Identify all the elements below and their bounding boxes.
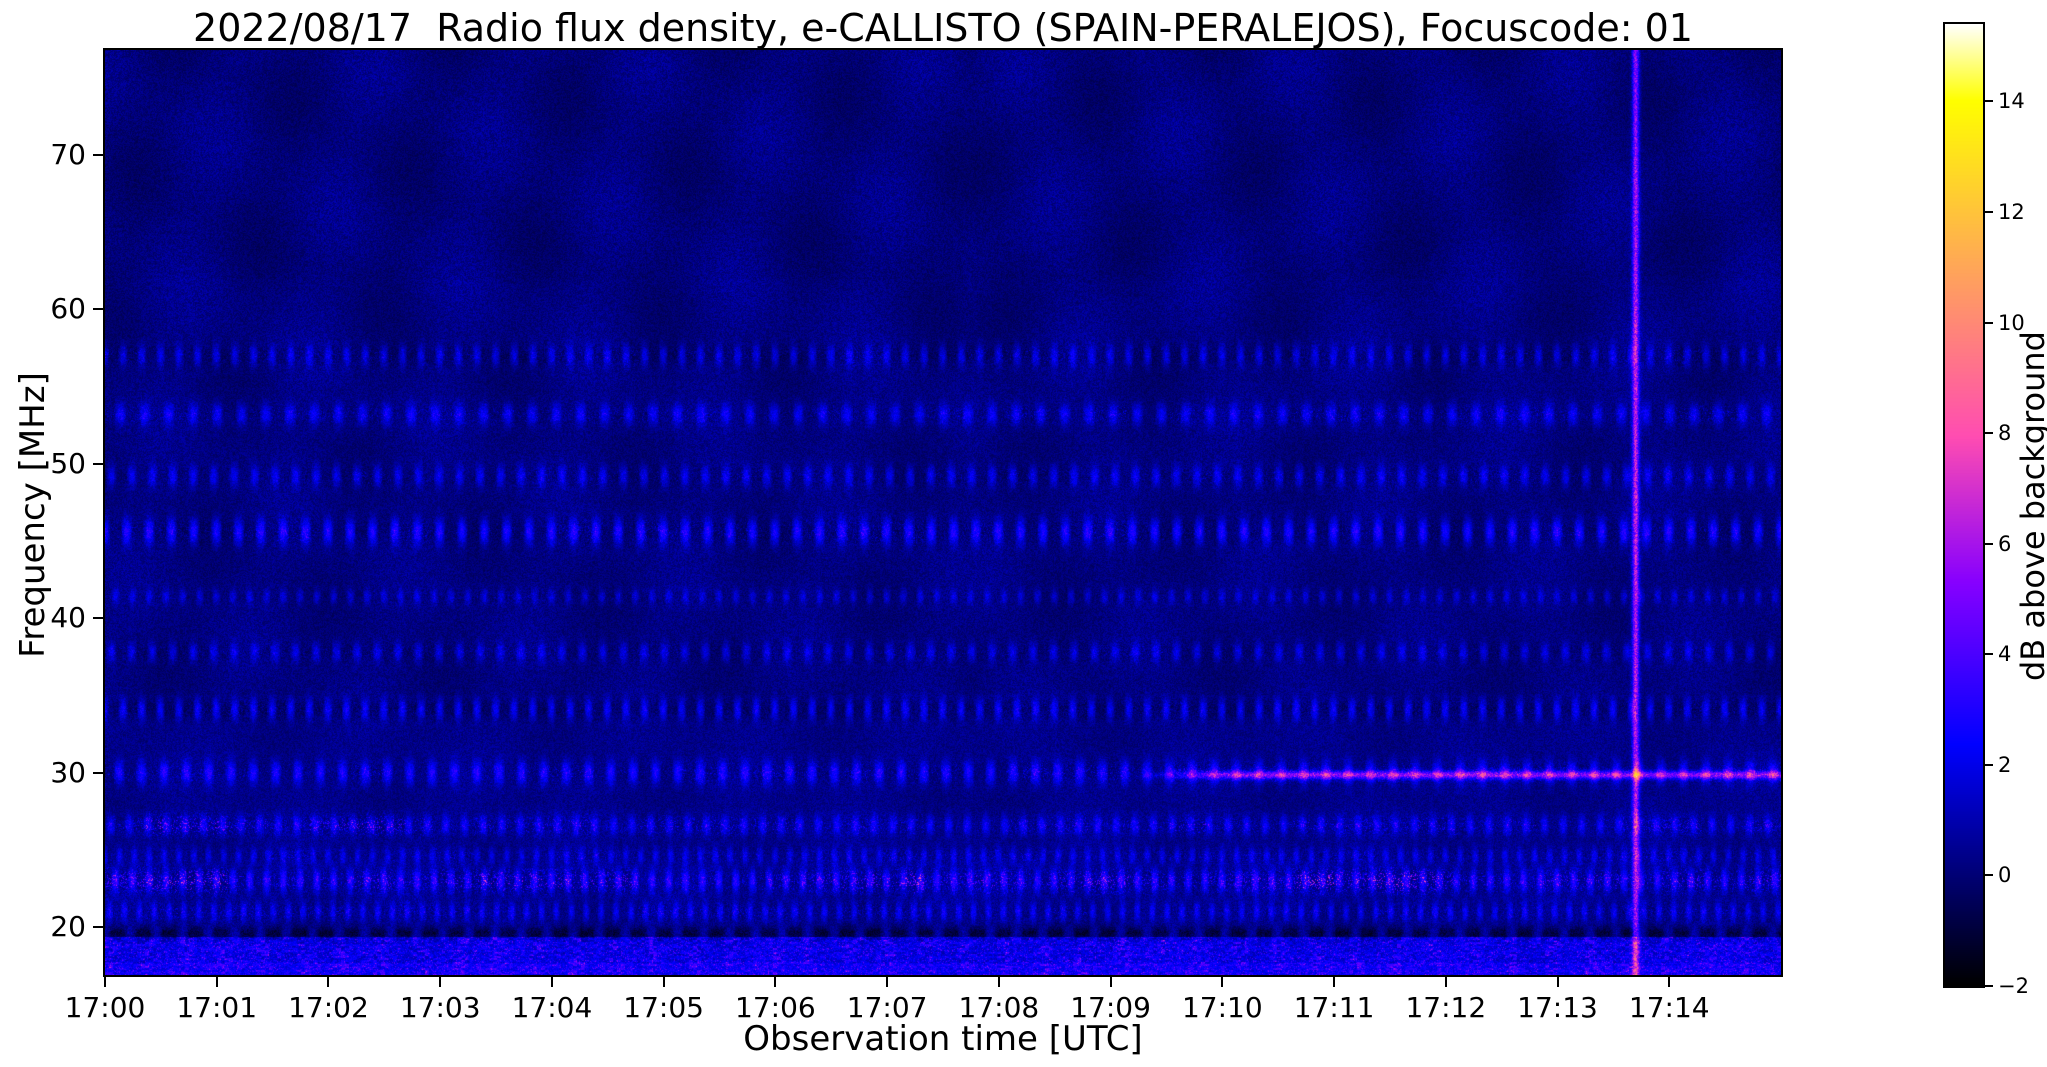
x-tick-mark <box>1333 977 1336 987</box>
x-tick-mark <box>215 977 218 987</box>
y-tick-mark <box>93 154 103 156</box>
x-tick-mark <box>1109 977 1112 987</box>
x-tick-mark <box>886 977 889 987</box>
y-tick-label: 20 <box>50 910 86 944</box>
colorbar-tick-label: 0 <box>1998 863 2012 888</box>
y-tick-mark <box>93 771 103 774</box>
plot-area <box>103 48 1783 977</box>
x-tick-label: 17:11 <box>1293 991 1375 1024</box>
x-tick-mark <box>662 977 665 987</box>
colorbar-tick-mark <box>1985 653 1993 656</box>
x-tick-label: 17:06 <box>735 991 816 1024</box>
y-tick-label: 60 <box>50 292 86 326</box>
spectrogram-heatmap <box>105 50 1781 975</box>
x-tick-mark <box>774 977 777 987</box>
colorbar-tick-label: −2 <box>1998 974 2029 998</box>
x-tick-label: 17:12 <box>1405 991 1487 1024</box>
x-tick-label: 17:10 <box>1181 991 1263 1024</box>
x-tick-mark <box>997 977 1000 987</box>
colorbar-tick-mark <box>1985 763 1993 766</box>
x-tick-mark <box>1221 977 1224 987</box>
x-tick-label: 17:05 <box>623 991 704 1024</box>
y-tick-label: 30 <box>50 755 86 789</box>
colorbar <box>1943 22 1985 988</box>
colorbar-tick-mark <box>1985 432 1993 435</box>
x-tick-label: 17:14 <box>1628 991 1710 1024</box>
colorbar-tick-label: 10 <box>1998 310 2025 335</box>
colorbar-tick-mark <box>1985 874 1993 877</box>
colorbar-tick-label: 4 <box>1998 642 2012 667</box>
x-tick-label: 17:03 <box>399 991 481 1024</box>
x-tick-label: 17:01 <box>176 991 258 1024</box>
x-tick-label: 17:13 <box>1517 991 1598 1024</box>
colorbar-tick-mark <box>1985 100 1993 103</box>
y-tick-mark <box>93 308 103 311</box>
x-tick-mark <box>550 977 553 987</box>
y-tick-mark <box>93 926 103 929</box>
y-tick-label: 70 <box>50 138 86 171</box>
colorbar-tick-mark <box>1985 985 1993 987</box>
colorbar-tick-label: 12 <box>1998 199 2025 224</box>
x-tick-mark <box>327 977 330 987</box>
y-tick-mark <box>93 617 103 620</box>
colorbar-gradient <box>1945 24 1983 986</box>
x-tick-label: 17:00 <box>64 991 146 1024</box>
colorbar-tick-label: 2 <box>1998 752 2012 777</box>
y-tick-mark <box>93 462 103 465</box>
colorbar-tick-label: 8 <box>1998 421 2012 446</box>
x-tick-label: 17:07 <box>846 991 928 1024</box>
x-tick-label: 17:09 <box>1070 991 1151 1024</box>
y-tick-label: 50 <box>50 446 86 480</box>
x-tick-mark <box>104 977 106 987</box>
x-tick-mark <box>1556 977 1559 987</box>
x-tick-label: 17:04 <box>511 991 593 1024</box>
colorbar-tick-mark <box>1985 321 1993 324</box>
x-tick-mark <box>1444 977 1447 987</box>
x-tick-label: 17:08 <box>958 991 1040 1024</box>
x-axis-label: Observation time [UTC] <box>743 1019 1143 1059</box>
colorbar-tick-mark <box>1985 542 1993 545</box>
colorbar-tick-mark <box>1985 210 1993 213</box>
colorbar-tick-label: 14 <box>1998 89 2025 114</box>
x-tick-mark <box>1668 977 1671 987</box>
x-tick-label: 17:02 <box>288 991 369 1024</box>
y-tick-label: 40 <box>50 601 86 635</box>
x-tick-mark <box>439 977 442 987</box>
chart-title: 2022/08/17 Radio flux density, e-CALLIST… <box>193 6 1693 50</box>
colorbar-tick-label: 6 <box>1998 531 2012 556</box>
